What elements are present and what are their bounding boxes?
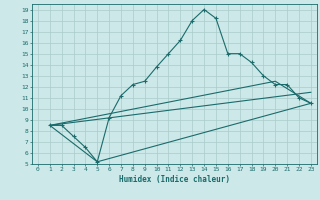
- X-axis label: Humidex (Indice chaleur): Humidex (Indice chaleur): [119, 175, 230, 184]
